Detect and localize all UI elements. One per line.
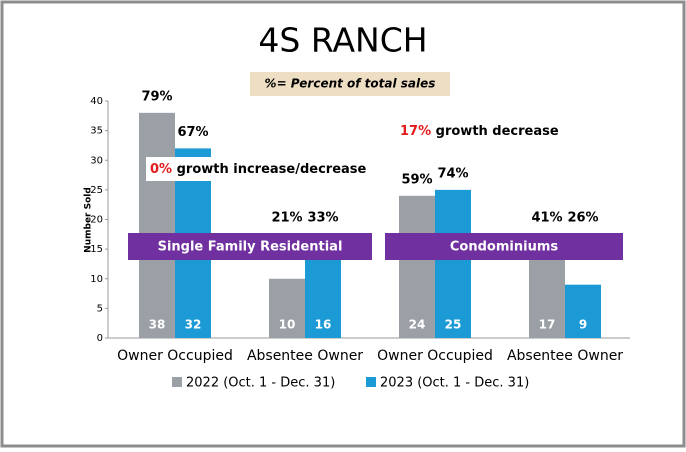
- percent-label: 74%: [437, 166, 468, 181]
- group-banner: [385, 233, 623, 260]
- note-box: [250, 72, 450, 96]
- y-tick-label: 5: [97, 303, 103, 314]
- annotation: 0% growth increase/decrease: [150, 162, 367, 177]
- group-label: Single Family Residential: [158, 240, 343, 255]
- x-tick-label: Absentee Owner: [247, 348, 363, 364]
- annotation-highlight: 0%: [150, 162, 172, 177]
- percent-label: 59%: [401, 172, 432, 187]
- bar: [435, 189, 471, 338]
- bar: [399, 195, 435, 338]
- y-axis-label: Number Sold: [84, 187, 94, 253]
- y-tick-label: 25: [90, 185, 103, 196]
- annotation-bg: [146, 157, 359, 181]
- x-tick-label: Absentee Owner: [507, 348, 623, 364]
- y-tick-label: 35: [90, 126, 103, 137]
- bar: [139, 112, 175, 338]
- percent-label: 67%: [177, 125, 208, 140]
- x-tick-label: Owner Occupied: [117, 348, 233, 364]
- legend-swatch: [366, 377, 376, 387]
- annotation: 17% growth decrease: [400, 124, 559, 139]
- y-tick-label: 40: [90, 96, 103, 107]
- percent-label: 26%: [567, 211, 598, 226]
- group-label: Condominiums: [450, 240, 558, 255]
- bar-value-label: 16: [315, 318, 332, 332]
- chart-title: 4S RANCH: [258, 21, 427, 60]
- annotation-text: growth increase/decrease: [177, 162, 367, 177]
- percent-label: 79%: [141, 89, 172, 104]
- bar-value-label: 25: [445, 318, 462, 332]
- bar-value-label: 17: [539, 318, 556, 332]
- bar-value-label: 32: [185, 318, 202, 332]
- annotation-bg: [396, 119, 559, 143]
- bar: [269, 278, 305, 338]
- bar-value-label: 9: [579, 318, 587, 332]
- bar-value-label: 24: [409, 318, 426, 332]
- percent-label: 21%: [271, 211, 302, 226]
- bar-value-label: 38: [149, 318, 166, 332]
- annotation-highlight: 17%: [400, 124, 431, 139]
- y-tick-label: 10: [90, 274, 103, 285]
- y-tick-label: 30: [90, 155, 103, 166]
- y-tick-label: 15: [90, 244, 103, 255]
- bar-value-label: 10: [279, 318, 296, 332]
- y-tick-label: 0: [97, 333, 103, 344]
- legend-label: 2023 (Oct. 1 - Dec. 31): [380, 376, 529, 391]
- annotation-text: growth decrease: [436, 124, 559, 139]
- note: %= Percent of total sales: [265, 77, 436, 91]
- bar: [565, 284, 601, 338]
- percent-label: 41%: [531, 211, 562, 226]
- legend-label: 2022 (Oct. 1 - Dec. 31): [186, 376, 335, 391]
- group-banner: [128, 233, 372, 260]
- x-tick-label: Owner Occupied: [377, 348, 493, 364]
- legend-swatch: [172, 377, 182, 387]
- percent-label: 33%: [307, 211, 338, 226]
- y-tick-label: 20: [90, 215, 103, 226]
